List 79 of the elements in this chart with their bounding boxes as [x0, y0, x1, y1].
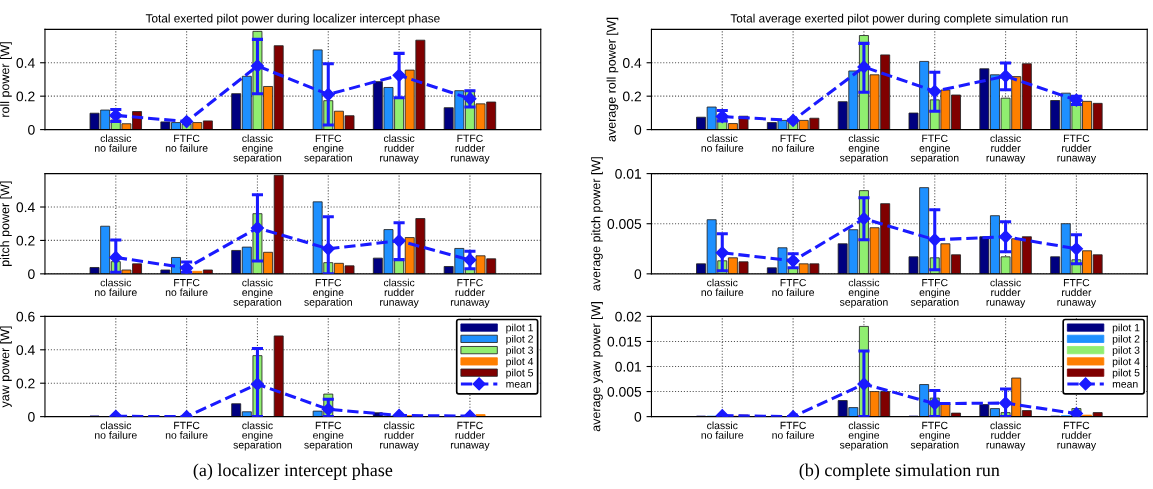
x-tick-label: FTFC rudder runaway [450, 134, 490, 164]
legend-label: pilot 2 [506, 334, 533, 345]
legend-label: pilot 4 [1112, 357, 1140, 368]
x-tick-label: classic engine separation [839, 134, 888, 164]
x-tick-label: classic engine separation [839, 421, 888, 451]
x-tick-label: FTFC engine separation [304, 134, 352, 164]
legend-label: pilot 1 [1112, 323, 1140, 334]
x-tick-label: classic engine separation [233, 134, 282, 164]
x-tick-label: FTFC engine separation [910, 421, 959, 451]
text: (b) complete simulation run [799, 463, 1000, 480]
x-tick-label: classic no failure [95, 278, 137, 297]
x-tick-label: FTFC engine separation [304, 421, 352, 451]
y-tick-label: 0.2 [622, 91, 642, 102]
y-tick-label: 0 [634, 124, 642, 135]
x-tick-label: classic rudder runaway [986, 278, 1026, 308]
x-tick-label: FTFC rudder runaway [450, 278, 490, 308]
legend-label: pilot 1 [506, 323, 533, 334]
x-tick-label: FTFC rudder runaway [1057, 278, 1097, 308]
legend-label: pilot 3 [1112, 346, 1140, 356]
legend-label: mean [1112, 381, 1138, 388]
y-axis-title: yaw power [W] [0, 326, 12, 408]
legend-label: pilot 5 [1112, 368, 1140, 379]
x-tick-label: FTFC no failure [165, 278, 208, 297]
x-tick-label: classic rudder runaway [380, 134, 419, 164]
x-tick-label: classic no failure [95, 134, 137, 152]
x-tick-label: classic rudder runaway [986, 421, 1026, 451]
y-tick-label: 0.005 [607, 219, 642, 229]
y-tick-label: 0.2 [16, 378, 35, 389]
y-axis-title: pitch power [W] [0, 181, 12, 266]
x-tick-label: FTFC rudder runaway [1057, 421, 1097, 451]
y-tick-label: 0.6 [16, 311, 35, 322]
y-tick-label: 0.01 [615, 168, 642, 179]
y-tick-label: 0.4 [622, 58, 642, 68]
x-tick-label: FTFC rudder runaway [450, 421, 490, 451]
y-tick-label: 0.4 [16, 345, 35, 355]
y-tick-label: 0.2 [16, 235, 35, 246]
y-tick-label: 0.4 [16, 58, 35, 68]
chart-title: Total exerted pilot power during localizer intercept phase [145, 13, 440, 25]
legend-label: pilot 2 [1112, 334, 1140, 345]
x-tick-label: classic no failure [701, 421, 744, 439]
x-tick-label: classic engine separation [233, 278, 282, 308]
y-axis-title: average pitch power [W] [591, 157, 603, 291]
x-tick-label: FTFC rudder runaway [1057, 134, 1097, 164]
x-tick-label: FTFC no failure [772, 278, 815, 297]
y-tick-label: 0.005 [607, 386, 642, 397]
legend-label: mean [506, 381, 532, 388]
x-tick-label: classic engine separation [839, 278, 888, 308]
y-tick-label: 0 [28, 269, 35, 280]
x-tick-label: FTFC no failure [772, 134, 815, 152]
y-tick-label: 0 [28, 124, 35, 135]
x-tick-label: classic engine separation [233, 421, 282, 451]
y-tick-label: 0.2 [16, 91, 35, 102]
x-tick-label: classic no failure [701, 278, 744, 297]
y-tick-label: 0.015 [607, 336, 642, 347]
y-tick-label: 0 [28, 411, 35, 422]
x-tick-label: FTFC engine separation [910, 134, 959, 164]
x-tick-label: FTFC no failure [165, 134, 208, 152]
y-tick-label: 0 [634, 269, 642, 280]
y-axis-title: average roll power [W] [606, 17, 619, 142]
x-tick-label: classic no failure [701, 134, 744, 152]
x-tick-label: FTFC no failure [165, 421, 208, 439]
y-tick-label: 0.4 [16, 202, 35, 213]
x-tick-label: FTFC engine separation [910, 278, 959, 308]
text: (a) localizer intercept phase [193, 463, 393, 480]
y-tick-label: 0.01 [615, 361, 642, 372]
x-tick-label: classic rudder runaway [380, 278, 419, 308]
chart-title: Total average exerted pilot power during complete simulation run [730, 13, 1068, 25]
y-axis-title: average yaw power [W] [591, 302, 603, 432]
x-tick-label: FTFC no failure [772, 421, 815, 439]
x-tick-label: classic rudder runaway [986, 134, 1026, 164]
y-tick-label: 0 [634, 411, 642, 422]
y-axis-title: roll power [W] [0, 42, 12, 117]
x-tick-label: classic rudder runaway [380, 421, 419, 451]
x-tick-label: FTFC engine separation [304, 278, 352, 308]
legend-label: pilot 3 [506, 346, 534, 356]
y-tick-label: 0.02 [615, 311, 642, 322]
legend-label: pilot 4 [506, 357, 534, 368]
legend-label: pilot 5 [506, 368, 534, 379]
x-tick-label: classic no failure [95, 421, 137, 439]
